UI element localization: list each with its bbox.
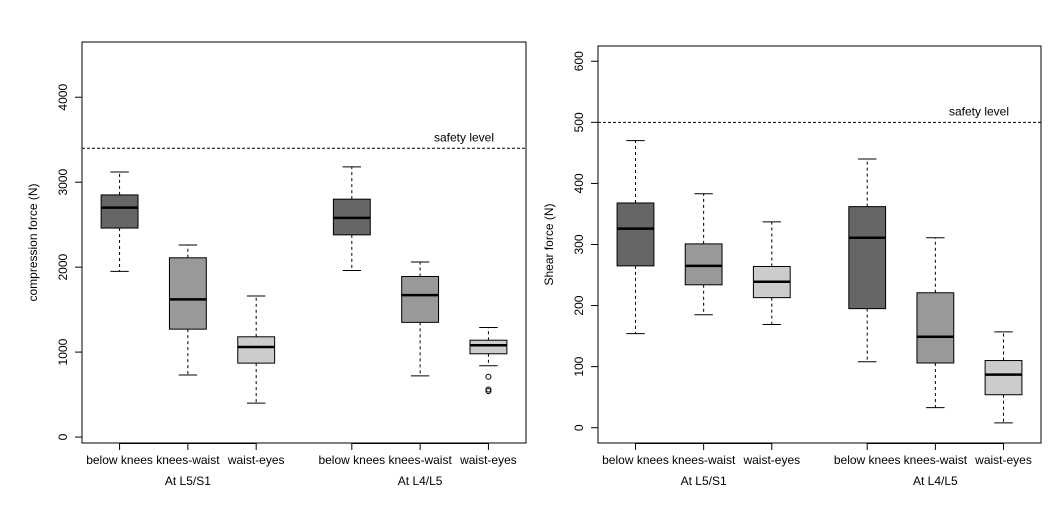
group-label: At L5/S1 [165, 474, 211, 488]
y-tick-label: 200 [572, 295, 586, 315]
y-tick-label: 0 [56, 433, 70, 440]
y-axis-label: Shear force (N) [542, 203, 556, 285]
y-tick-label: 400 [572, 173, 586, 193]
box [168, 257, 207, 330]
x-tick-label: below knees [318, 453, 385, 467]
y-tick-label: 0 [572, 424, 586, 431]
group-label: At L4/L5 [913, 474, 958, 488]
reference-label: safety level [434, 130, 494, 144]
box [401, 275, 440, 323]
reference-label: safety level [949, 105, 1009, 119]
y-tick-label: 2000 [56, 253, 70, 280]
x-tick-label: waist-eyes [742, 453, 800, 467]
y-tick-label: 1000 [56, 338, 70, 365]
x-tick-label: knees-waist [156, 453, 220, 467]
x-tick-label: waist-eyes [227, 453, 285, 467]
x-tick-label: waist-eyes [459, 453, 517, 467]
y-tick-label: 600 [572, 51, 586, 71]
x-tick-label: knees-waist [672, 453, 736, 467]
box-plot: 0 1000 2000 3000 4000 compression force (N) sa… [26, 41, 527, 488]
box [237, 336, 276, 364]
x-tick-label: below knees [602, 453, 669, 467]
y-axis-label: compression force (N) [26, 183, 40, 301]
box [984, 360, 1023, 396]
group-label: At L4/L5 [398, 474, 443, 488]
outlier [485, 373, 492, 380]
y-tick-label: 300 [572, 234, 586, 254]
box [469, 339, 508, 355]
y-tick-label: 4000 [56, 84, 70, 111]
x-tick-label: knees-waist [904, 453, 968, 467]
box-plot: 0 100 200 300 400 500 600 Shear force (N) safety… [542, 45, 1042, 488]
box [684, 243, 723, 286]
plot-frame [81, 41, 527, 444]
x-tick-label: below knees [86, 453, 153, 467]
box [848, 206, 887, 310]
y-tick-label: 3000 [56, 169, 70, 196]
x-tick-label: below knees [834, 453, 901, 467]
x-tick-label: waist-eyes [974, 453, 1032, 467]
box [616, 202, 655, 267]
outlier [485, 388, 492, 395]
box [916, 292, 955, 364]
y-tick-label: 500 [572, 112, 586, 132]
x-tick-label: knees-waist [388, 453, 452, 467]
group-label: At L5/S1 [681, 474, 727, 488]
outlier [485, 386, 492, 393]
y-tick-label: 100 [572, 356, 586, 376]
box [100, 194, 139, 229]
